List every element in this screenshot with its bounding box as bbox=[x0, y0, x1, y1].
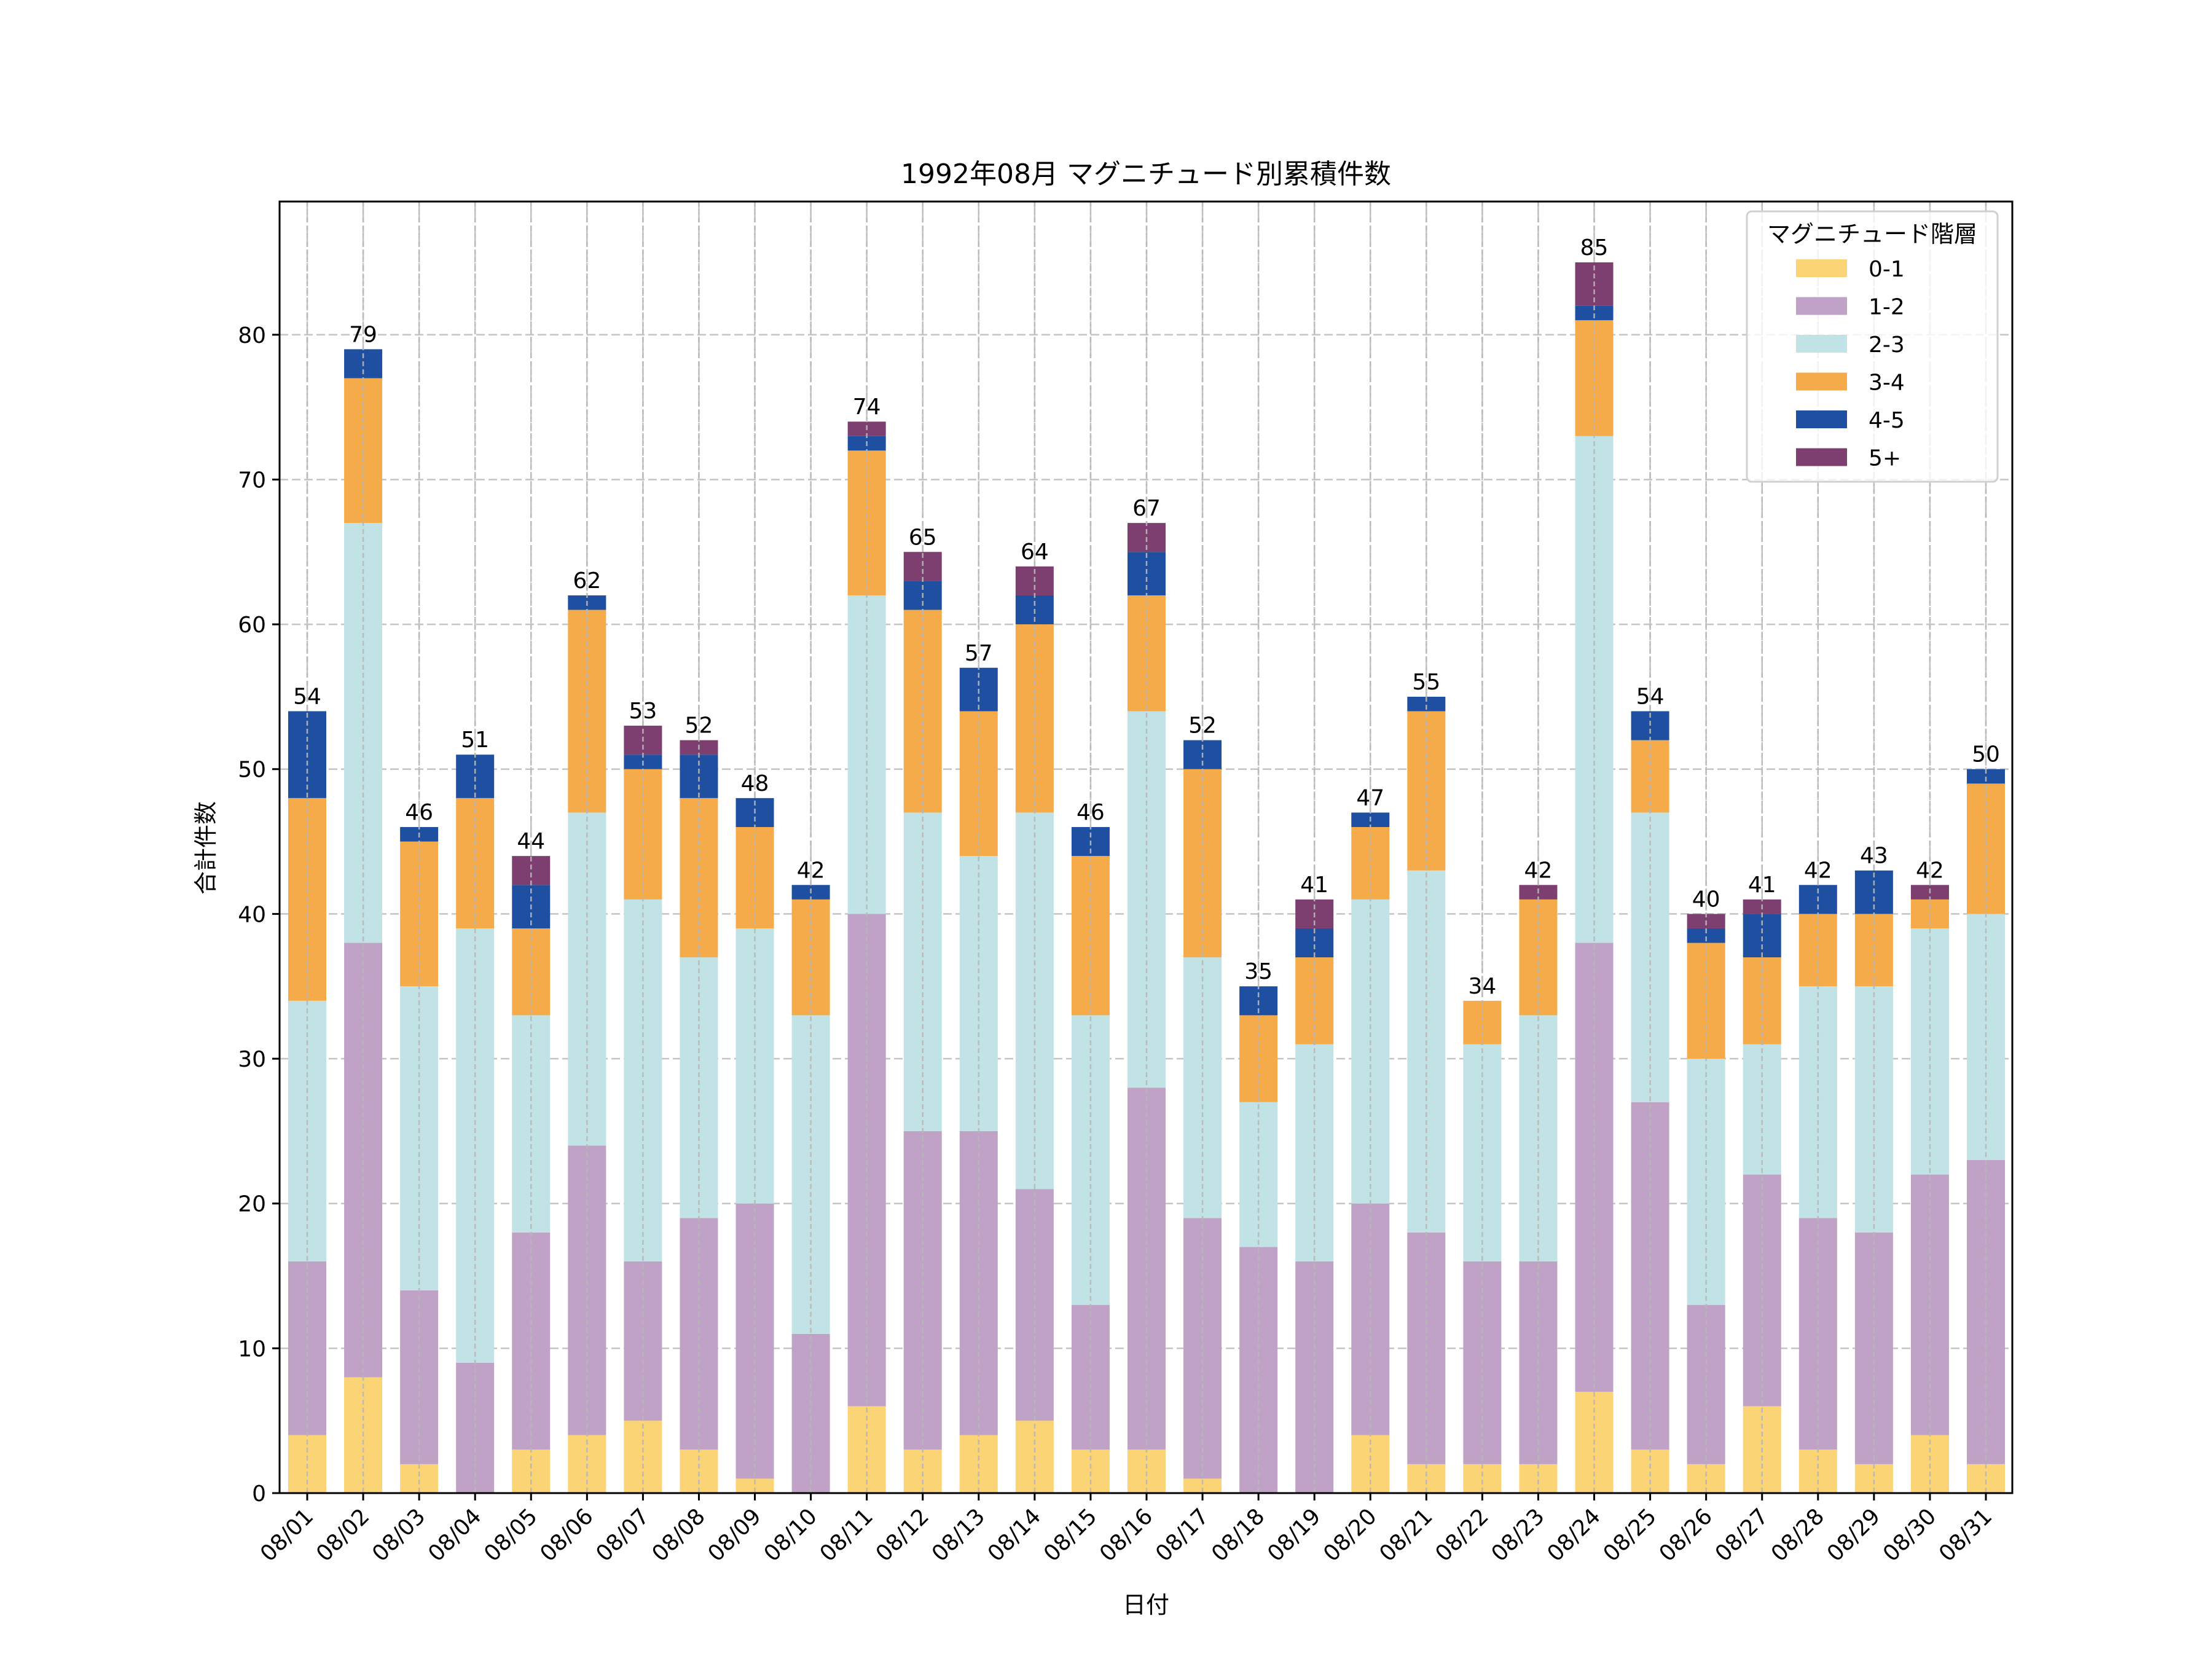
bar-segment-1-2 bbox=[624, 1261, 662, 1421]
legend-swatch-1-2 bbox=[1796, 297, 1847, 315]
bar-segment-3-4 bbox=[1798, 914, 1837, 987]
legend-label-0-1: 0-1 bbox=[1869, 257, 1905, 282]
bar-segment-3-4 bbox=[1407, 711, 1446, 871]
total-label: 46 bbox=[405, 800, 433, 825]
total-label: 34 bbox=[1468, 974, 1496, 999]
bar-segment-2-3 bbox=[1239, 1102, 1278, 1247]
total-label: 51 bbox=[461, 728, 489, 753]
bar-segment-3-4 bbox=[959, 711, 998, 857]
legend-swatch-0-1 bbox=[1796, 259, 1847, 277]
y-axis-ticks: 0 10 20 30 40 50 60 70 80 bbox=[238, 323, 280, 1507]
legend-label-1-2: 1-2 bbox=[1869, 295, 1905, 320]
bars bbox=[288, 202, 2005, 1493]
total-label: 48 bbox=[741, 771, 769, 796]
bar-segment-3-4 bbox=[680, 798, 718, 958]
y-tick-label: 60 bbox=[238, 613, 266, 638]
y-tick-label: 50 bbox=[238, 758, 266, 783]
bar-segment-1-2 bbox=[791, 1333, 830, 1493]
total-label: 42 bbox=[1524, 858, 1553, 883]
bar-segment-0-1 bbox=[1183, 1478, 1222, 1493]
bar-segment-3-4 bbox=[1071, 856, 1110, 1016]
bar-segment-3-4 bbox=[903, 610, 942, 813]
y-axis-label: 合計件数 bbox=[192, 801, 219, 895]
bar-segment-4-5 bbox=[1407, 696, 1446, 712]
total-label: 53 bbox=[629, 699, 657, 724]
legend-label-4-5: 4-5 bbox=[1869, 408, 1905, 433]
total-label: 40 bbox=[1692, 887, 1720, 912]
total-label: 74 bbox=[853, 394, 881, 420]
x-axis-label: 日付 bbox=[1123, 1591, 1169, 1618]
y-tick-label: 40 bbox=[238, 902, 266, 927]
total-label: 79 bbox=[349, 322, 377, 347]
total-label: 65 bbox=[909, 525, 937, 550]
bar-segment-0-1 bbox=[735, 1478, 774, 1493]
legend-swatch-2-3 bbox=[1796, 335, 1847, 353]
total-label: 35 bbox=[1244, 959, 1273, 984]
bar-segment-3-4 bbox=[568, 610, 606, 813]
bar-segment-3-4 bbox=[1463, 1000, 1502, 1045]
total-label: 52 bbox=[685, 713, 713, 739]
bar-segment-2-3 bbox=[791, 1015, 830, 1334]
legend-swatch-5+ bbox=[1796, 448, 1847, 466]
bar-segment-3-4 bbox=[1631, 740, 1669, 813]
total-label: 62 bbox=[573, 568, 601, 594]
legend-label-3-4: 3-4 bbox=[1869, 371, 1905, 396]
total-label: 54 bbox=[1636, 684, 1665, 709]
total-label: 54 bbox=[293, 684, 321, 709]
total-label: 85 bbox=[1580, 235, 1609, 261]
total-label: 41 bbox=[1300, 873, 1328, 898]
legend-swatch-4-5 bbox=[1796, 410, 1847, 428]
bar-segment-4-5 bbox=[1687, 928, 1725, 943]
total-label: 44 bbox=[517, 829, 545, 854]
y-tick-label: 20 bbox=[238, 1192, 266, 1217]
y-tick-label: 80 bbox=[238, 323, 266, 348]
legend-label-2-3: 2-3 bbox=[1869, 332, 1905, 358]
total-label: 42 bbox=[797, 858, 825, 883]
bar-segment-3-4 bbox=[1351, 827, 1390, 900]
chart-title: 1992年08月 マグニチュード別累積件数 bbox=[901, 159, 1391, 190]
total-label: 43 bbox=[1860, 844, 1888, 869]
total-label: 55 bbox=[1412, 670, 1440, 695]
total-label: 42 bbox=[1804, 858, 1832, 883]
y-tick-label: 10 bbox=[238, 1336, 266, 1362]
bar-segment-4-5 bbox=[1967, 769, 2005, 784]
data-labels: 54 79 46 51 44 62 53 52 48 42 74 65 57 64 46 67 52 35 41 47… bbox=[293, 235, 2000, 999]
total-label: 52 bbox=[1188, 713, 1217, 739]
legend-swatch-3-4 bbox=[1796, 372, 1847, 391]
y-tick-label: 30 bbox=[238, 1047, 266, 1072]
bar-segment-3-4 bbox=[1183, 769, 1222, 958]
total-label: 42 bbox=[1916, 858, 1944, 883]
total-label: 67 bbox=[1132, 496, 1161, 521]
y-tick-label: 70 bbox=[238, 468, 266, 493]
total-label: 47 bbox=[1356, 785, 1384, 810]
legend: マグニチュード階層 0-1 1-2 2-3 3-4 4-5 5+ bbox=[1746, 210, 1999, 483]
bar-segment-4-5 bbox=[1575, 305, 1614, 321]
total-label: 41 bbox=[1748, 873, 1776, 898]
legend-label-5+: 5+ bbox=[1869, 446, 1901, 471]
total-label: 57 bbox=[965, 641, 993, 666]
legend-title: マグニチュード階層 bbox=[1767, 221, 1977, 248]
y-tick-label: 0 bbox=[252, 1481, 266, 1507]
total-label: 46 bbox=[1077, 800, 1105, 825]
total-label: 50 bbox=[1972, 742, 2000, 767]
total-label: 64 bbox=[1021, 539, 1049, 565]
bar-segment-3-4 bbox=[1854, 914, 1893, 987]
legend-items: 0-1 1-2 2-3 3-4 4-5 5+ bbox=[1796, 257, 1905, 471]
